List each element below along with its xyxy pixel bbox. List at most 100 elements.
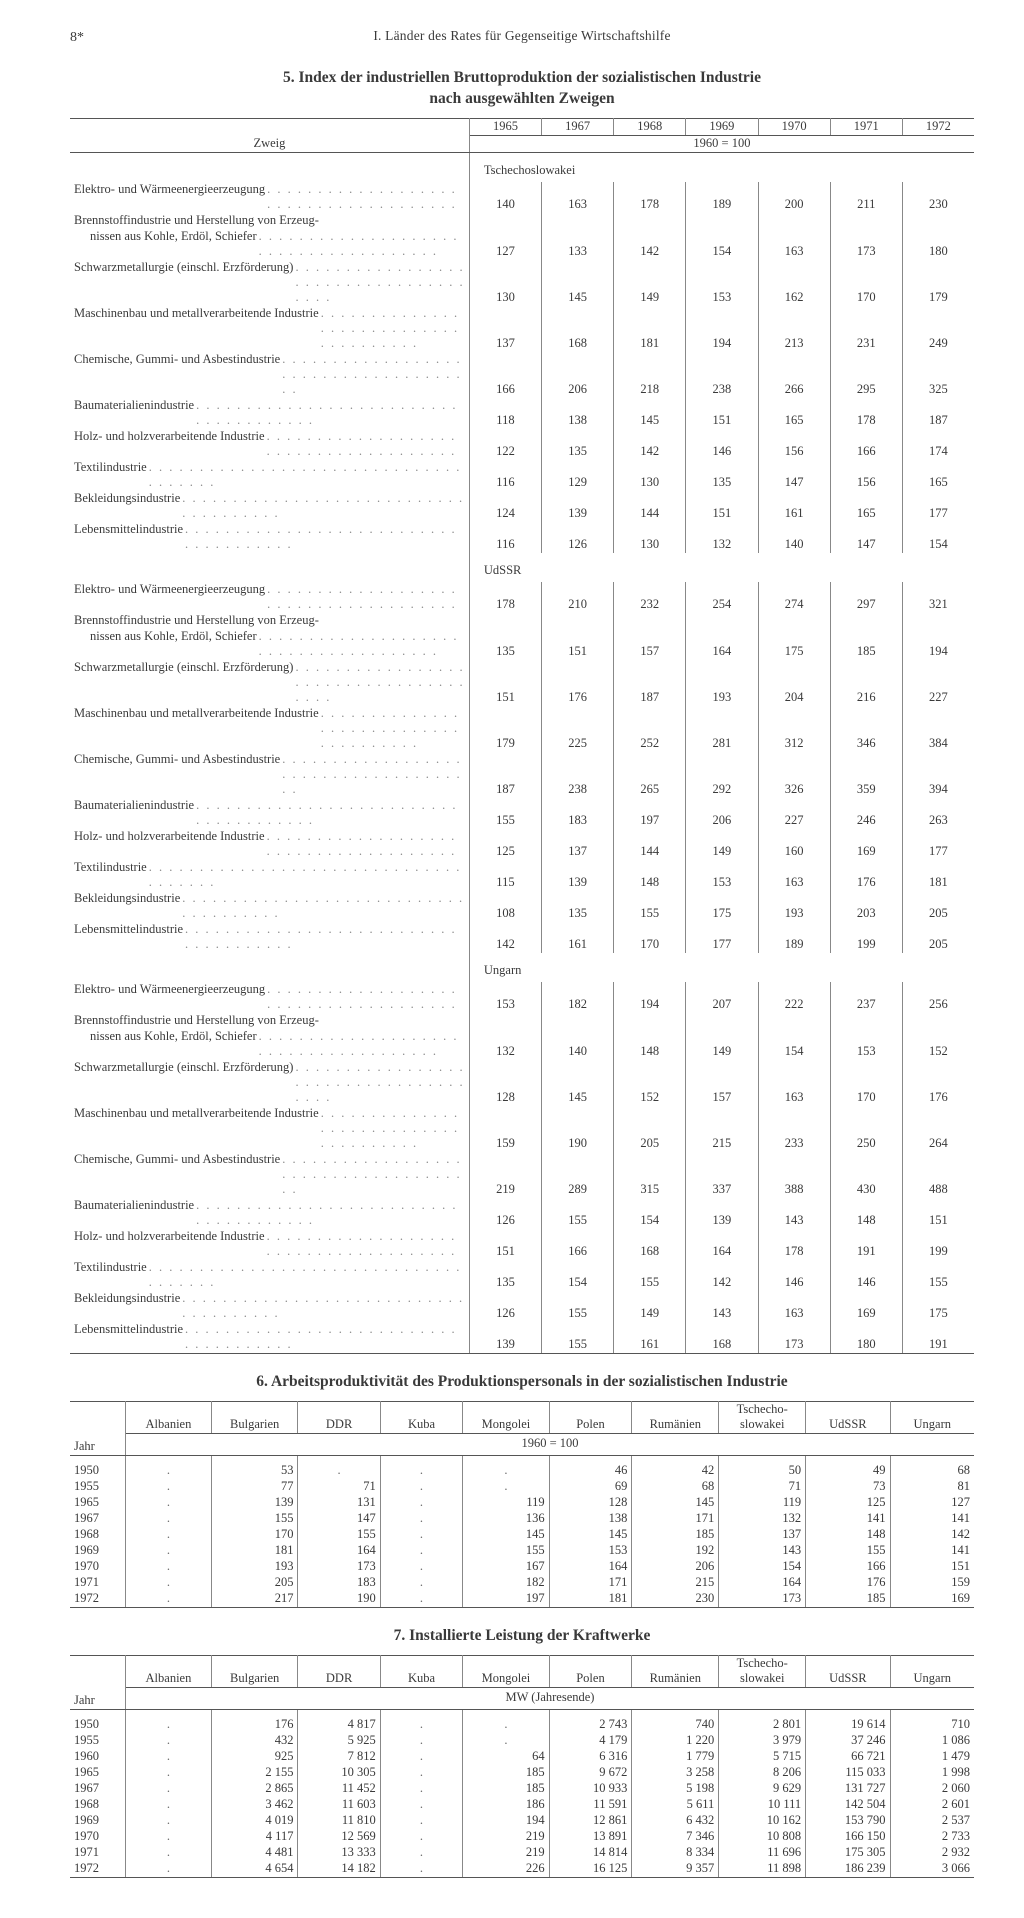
- table5-value: 205: [614, 1106, 686, 1152]
- table5-value: 145: [542, 1060, 614, 1106]
- table5-value: 274: [758, 582, 830, 613]
- table5-value: 232: [614, 582, 686, 613]
- table5-value: 194: [902, 629, 974, 660]
- table5-value: 149: [686, 829, 758, 860]
- table5-value: 191: [830, 1229, 902, 1260]
- year-cell: 1968: [70, 1527, 125, 1543]
- value-cell: .: [380, 1591, 462, 1608]
- value-cell: 11 603: [298, 1797, 380, 1813]
- value-cell: 19 614: [806, 1717, 890, 1733]
- value-cell: 14 814: [549, 1845, 632, 1861]
- table5-value: 166: [830, 429, 902, 460]
- country-header: Rumänien: [632, 1401, 719, 1433]
- value-cell: .: [380, 1527, 462, 1543]
- table5-row-label: Lebensmittelindustrie: [74, 922, 185, 952]
- leader-dots: . . . . . . . . . . . . . . . . . . . . …: [196, 1198, 465, 1228]
- value-cell: 11 452: [298, 1781, 380, 1797]
- table5-value: 168: [542, 306, 614, 352]
- country-header: DDR: [298, 1655, 380, 1687]
- country-header: Albanien: [125, 1401, 211, 1433]
- value-cell: 219: [463, 1829, 549, 1845]
- value-cell: 2 743: [549, 1717, 632, 1733]
- leader-dots: . . . . . . . . . . . . . . . . . . . . …: [267, 829, 465, 859]
- table5-row-label: Elektro- und Wärmeenergieerzeugung: [74, 182, 267, 212]
- table5-value: 173: [758, 1322, 830, 1354]
- value-cell: 10 305: [298, 1765, 380, 1781]
- value-cell: 53: [211, 1463, 298, 1479]
- table5-value: 153: [686, 860, 758, 891]
- table5-row-label: Baumaterialienindustrie: [74, 1198, 196, 1228]
- table5-value: [686, 1013, 758, 1029]
- table7-title: 7. Installierte Leistung der Kraftwerke: [70, 1626, 974, 1647]
- table5-value: 142: [686, 1260, 758, 1291]
- year-cell: 1950: [70, 1717, 125, 1733]
- value-cell: 9 672: [549, 1765, 632, 1781]
- table5-value: 139: [469, 1322, 541, 1354]
- leader-dots: . . . . . . . . . . . . . . . . . . . . …: [185, 922, 465, 952]
- table5-row-label: Holz- und holzverarbeitende Industrie: [74, 1229, 267, 1259]
- value-cell: 3 462: [211, 1797, 298, 1813]
- table5-value: 289: [542, 1152, 614, 1198]
- table5-value: 147: [758, 460, 830, 491]
- table5-value: 165: [758, 398, 830, 429]
- value-cell: 13 891: [549, 1829, 632, 1845]
- value-cell: 2 801: [719, 1717, 806, 1733]
- table5-value: 178: [830, 398, 902, 429]
- table5-value: [830, 213, 902, 229]
- table5-value: 135: [469, 1260, 541, 1291]
- table5-value: 346: [830, 706, 902, 752]
- country-header: Bulgarien: [211, 1401, 298, 1433]
- table5-value: 281: [686, 706, 758, 752]
- value-cell: 5 611: [632, 1797, 719, 1813]
- table5-value: [469, 1013, 541, 1029]
- table5-value: 179: [469, 706, 541, 752]
- table5-value: 151: [542, 629, 614, 660]
- leader-dots: . . . . . . . . . . . . . . . . . . . . …: [259, 1029, 465, 1059]
- value-cell: .: [125, 1797, 211, 1813]
- table5-value: 193: [686, 660, 758, 706]
- value-cell: 166: [806, 1559, 890, 1575]
- table5-value: 177: [902, 491, 974, 522]
- table5-value: 127: [469, 229, 541, 260]
- year-cell: 1972: [70, 1861, 125, 1878]
- value-cell: 50: [719, 1463, 806, 1479]
- table5-value: 216: [830, 660, 902, 706]
- table5-value: [542, 613, 614, 629]
- value-cell: 37 246: [806, 1733, 890, 1749]
- table5-value: 185: [830, 629, 902, 660]
- value-cell: 183: [298, 1575, 380, 1591]
- country-header: Mongolei: [463, 1655, 549, 1687]
- table5-value: 140: [469, 182, 541, 213]
- value-cell: .: [298, 1463, 380, 1479]
- table5-value: [902, 613, 974, 629]
- value-cell: 167: [463, 1559, 549, 1575]
- year-cell: 1955: [70, 1733, 125, 1749]
- table5-value: 168: [614, 1229, 686, 1260]
- value-cell: 1 086: [890, 1733, 974, 1749]
- value-cell: 77: [211, 1479, 298, 1495]
- table5-value: 143: [758, 1198, 830, 1229]
- table5-value: 130: [614, 522, 686, 553]
- value-cell: 145: [549, 1527, 632, 1543]
- table5-value: 149: [614, 260, 686, 306]
- table5-value: 194: [614, 982, 686, 1013]
- leader-dots: . . . . . . . . . . . . . . . . . . . . …: [182, 491, 465, 521]
- value-cell: 3 979: [719, 1733, 806, 1749]
- table7-jahr-header: Jahr: [70, 1655, 125, 1709]
- value-cell: .: [380, 1495, 462, 1511]
- value-cell: 185: [463, 1765, 549, 1781]
- value-cell: 49: [806, 1463, 890, 1479]
- country-header: Bulgarien: [211, 1655, 298, 1687]
- value-cell: 175 305: [806, 1845, 890, 1861]
- table5-value: 151: [469, 1229, 541, 1260]
- value-cell: 2 733: [890, 1829, 974, 1845]
- table5-value: 206: [542, 352, 614, 398]
- leader-dots: . . . . . . . . . . . . . . . . . . . . …: [196, 398, 465, 428]
- table5-value: 143: [686, 1291, 758, 1322]
- table5-value: 199: [902, 1229, 974, 1260]
- value-cell: .: [125, 1733, 211, 1749]
- value-cell: .: [380, 1511, 462, 1527]
- table5-value: 187: [902, 398, 974, 429]
- table5-country: Tschechoslowakei: [469, 152, 974, 182]
- table5-value: 145: [614, 398, 686, 429]
